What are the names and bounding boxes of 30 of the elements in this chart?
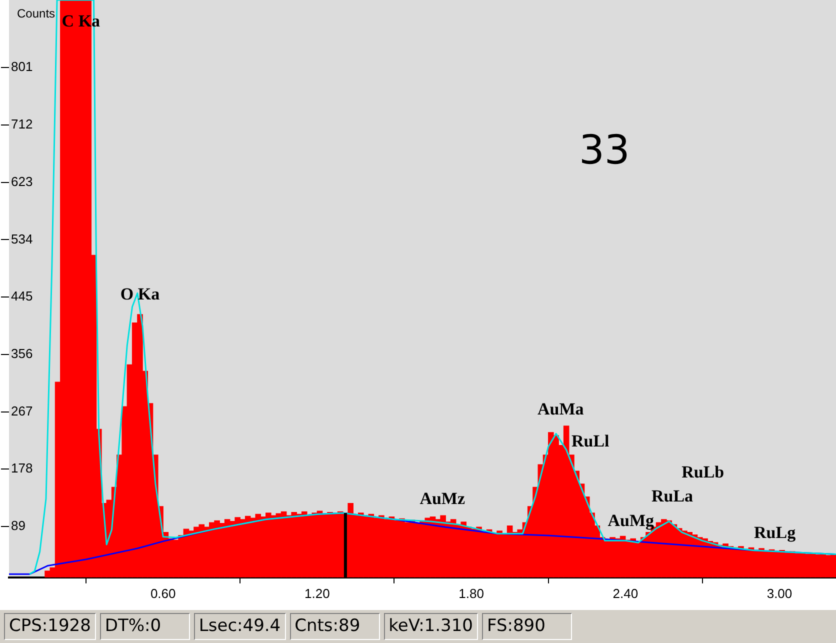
x-tick-label: 1.20 — [304, 586, 330, 601]
annotation: RuLl — [571, 432, 610, 451]
y-tick-label: 178 — [11, 460, 33, 476]
annotation: AuMg — [608, 510, 655, 530]
y-tick-label: 445 — [11, 288, 33, 304]
x-tick-label: 0.60 — [150, 586, 176, 601]
x-tick-label: 3.00 — [766, 586, 792, 601]
y-tick-label: 534 — [11, 231, 33, 246]
y-tick-label: 89 — [11, 518, 26, 534]
text: DT%:0 — [100, 613, 190, 640]
text: CPS:1928 — [4, 613, 96, 640]
y-axis-title: Counts — [17, 6, 56, 20]
text: Lsec:49.4 — [194, 613, 286, 640]
text: FS:890 — [482, 613, 572, 640]
annotation: O Ka — [120, 284, 160, 304]
annotation: AuMa — [537, 399, 584, 418]
text: Cnts:89 — [290, 613, 380, 640]
annotation: RuLb — [682, 462, 724, 482]
annotation: RuLg — [754, 522, 796, 542]
annotation: AuMz — [420, 488, 466, 508]
y-tick-label: 712 — [11, 116, 33, 132]
y-tick-label: 267 — [11, 403, 33, 418]
text: 33 — [578, 127, 630, 174]
annotation: RuLa — [651, 486, 694, 506]
x-tick-label: 1.80 — [458, 586, 484, 601]
y-tick-label: 623 — [11, 174, 33, 189]
text: keV:1.310 — [384, 613, 478, 640]
y-tick-label: 356 — [11, 346, 33, 362]
x-tick-label: 2.40 — [612, 586, 638, 601]
y-tick-label: 801 — [11, 59, 33, 74]
